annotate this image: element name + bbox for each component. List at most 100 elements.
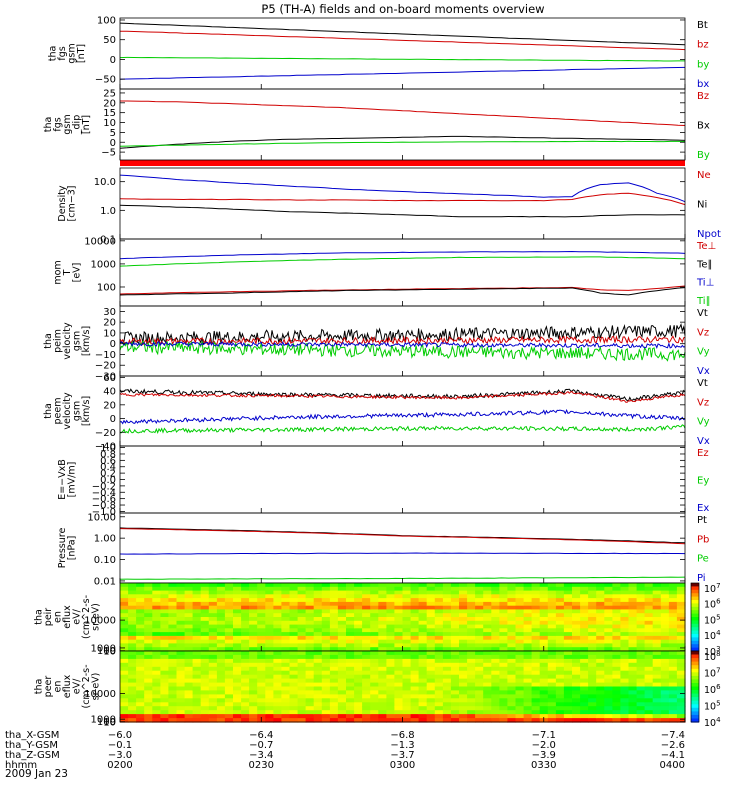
heatmap-cell <box>572 718 581 723</box>
panel-label-line: peer <box>43 676 54 698</box>
heatmap-cell <box>224 583 234 588</box>
heatmap-cell <box>305 710 315 715</box>
heatmap-cell <box>168 594 178 599</box>
heatmap-cell <box>200 643 210 648</box>
xaxis-row-value: −4.1 <box>661 750 685 761</box>
heatmap-cell <box>192 702 202 707</box>
heatmap-cell <box>297 670 307 676</box>
heatmap-cell <box>442 694 452 699</box>
heatmap-cell <box>362 647 371 652</box>
heatmap-cell <box>499 605 509 611</box>
heatmap-cell <box>442 690 452 695</box>
heatmap-cell <box>144 674 153 680</box>
heatmap-cell <box>329 635 339 641</box>
heatmap-cell <box>192 698 202 703</box>
heatmap-cell <box>216 635 226 641</box>
heatmap-cell <box>136 632 145 637</box>
heatmap-cell <box>208 594 218 599</box>
heatmap-cell <box>241 670 250 676</box>
heatmap-cell <box>475 643 484 648</box>
heatmap-cell <box>426 686 436 691</box>
colorbar-step <box>691 593 699 598</box>
heatmap-cell <box>313 710 323 715</box>
heatmap-cell <box>120 658 129 664</box>
heatmap-cell <box>346 654 355 660</box>
heatmap-cell <box>128 714 137 719</box>
heatmap-cell <box>273 674 283 680</box>
heatmap-cell <box>281 639 291 645</box>
heatmap-cell <box>249 714 258 719</box>
heatmap-cell <box>378 674 387 680</box>
heatmap-cell <box>313 714 323 719</box>
heatmap-cell <box>612 658 622 664</box>
heatmap-cell <box>491 662 500 668</box>
heatmap-cell <box>644 694 654 699</box>
heatmap-cell <box>402 714 412 719</box>
heatmap-cell <box>660 609 670 614</box>
heatmap-cell <box>257 594 266 599</box>
heatmap-cell <box>596 678 605 684</box>
heatmap-cell <box>233 654 242 660</box>
heatmap-cell <box>265 651 274 656</box>
heatmap-cell <box>660 686 670 691</box>
heatmap-cell <box>644 598 654 603</box>
heatmap-cell <box>241 639 250 645</box>
legend-Pi: Pi <box>697 573 706 584</box>
heatmap-cell <box>233 617 242 622</box>
colorbar-tick-exponent: 7 <box>716 666 720 674</box>
heatmap-cell <box>612 682 622 688</box>
heatmap-cell <box>241 605 250 611</box>
heatmap-cell <box>491 609 500 614</box>
heatmap-cell <box>483 624 492 629</box>
heatmap-cell <box>136 624 145 629</box>
heatmap-cell <box>362 620 371 626</box>
heatmap-cell <box>531 714 541 719</box>
legend-Pe: Pe <box>697 554 709 565</box>
heatmap-cell <box>563 670 573 676</box>
heatmap-cell <box>370 710 379 715</box>
heatmap-cell <box>402 635 412 641</box>
heatmap-cell <box>329 628 339 633</box>
heatmap-cell <box>410 647 420 652</box>
heatmap-cell <box>676 658 686 664</box>
heatmap-cell <box>588 690 597 695</box>
heatmap-cell <box>241 682 250 688</box>
heatmap-cell <box>224 651 234 656</box>
heatmap-cell <box>523 690 533 695</box>
heatmap-cell <box>531 718 541 723</box>
heatmap-cell <box>346 643 355 648</box>
heatmap-cell <box>120 651 129 656</box>
heatmap-cell <box>507 632 517 637</box>
heatmap-cell <box>144 647 153 652</box>
heatmap-cell <box>539 654 549 660</box>
heatmap-cell <box>224 706 234 711</box>
heatmap-cell <box>636 698 646 703</box>
heatmap-cell <box>402 658 412 664</box>
heatmap-cell <box>563 586 573 592</box>
heatmap-cell <box>644 590 654 595</box>
heatmap-cell <box>281 718 291 723</box>
heatmap-cell <box>620 678 630 684</box>
heatmap-cell <box>346 624 355 629</box>
heatmap-cell <box>660 698 670 703</box>
heatmap-cell <box>402 698 412 703</box>
heatmap-cell <box>636 706 646 711</box>
heatmap-cell <box>160 598 170 603</box>
heatmap-cell <box>491 666 500 672</box>
heatmap-cell <box>208 698 218 703</box>
heatmap-cell <box>346 605 355 611</box>
heatmap-cell <box>491 643 500 648</box>
heatmap-cell <box>547 643 557 648</box>
heatmap-cell <box>628 714 638 719</box>
heatmap-cell <box>208 624 218 629</box>
heatmap-cell <box>257 662 266 668</box>
heatmap-cell <box>660 670 670 676</box>
colorbar-step <box>691 686 699 691</box>
heatmap-cell <box>539 624 549 629</box>
heatmap-cell <box>467 620 476 626</box>
heatmap-cell <box>459 666 468 672</box>
heatmap-cell <box>386 651 396 656</box>
heatmap-cell <box>572 714 581 719</box>
heatmap-cell <box>394 654 404 660</box>
